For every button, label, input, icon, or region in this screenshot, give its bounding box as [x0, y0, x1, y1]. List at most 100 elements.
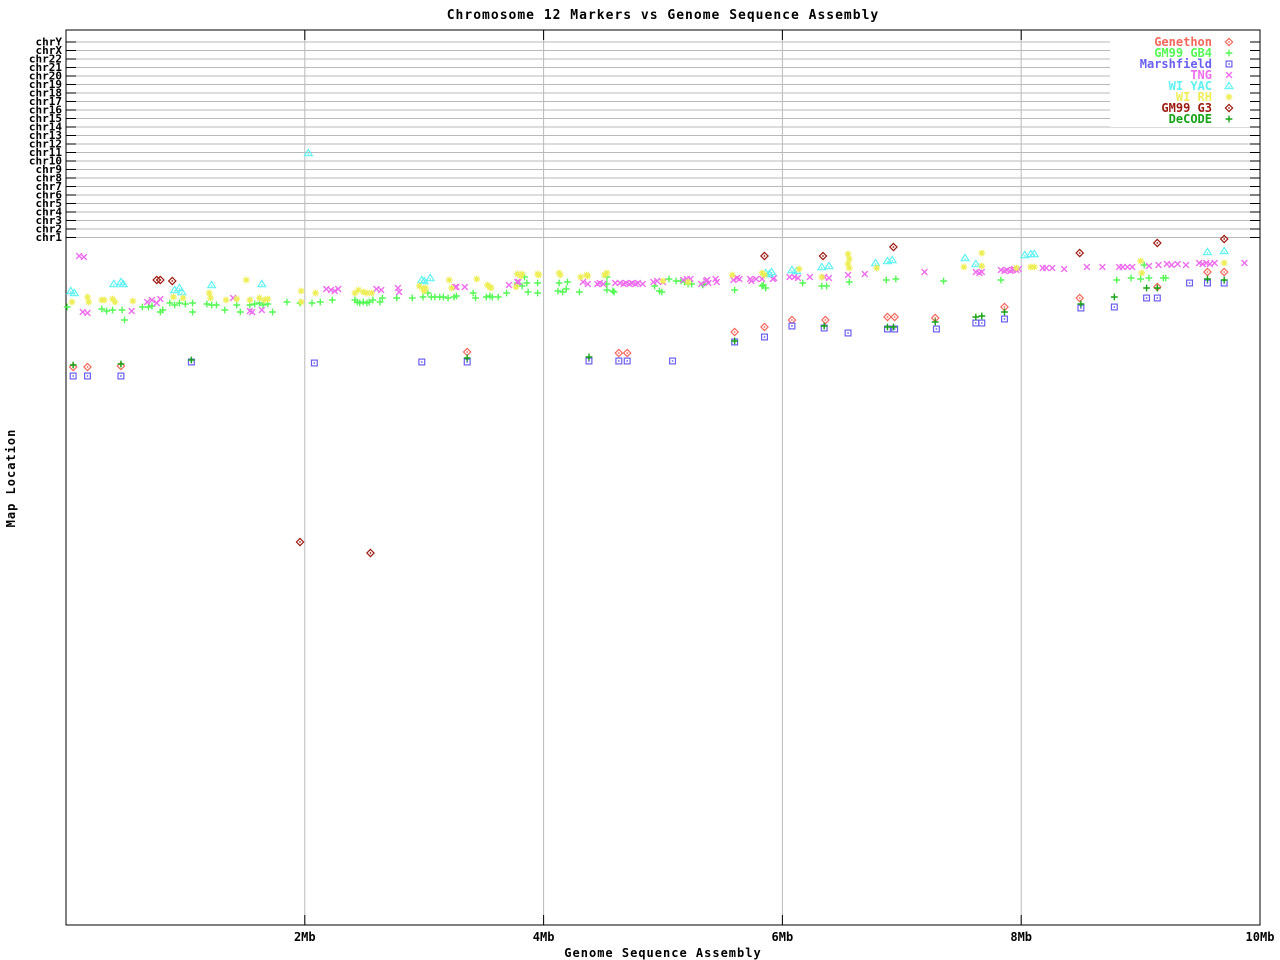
data-point-asterisk: [584, 272, 592, 280]
data-point-asterisk: [100, 296, 108, 304]
data-point-plus: [603, 286, 611, 294]
data-point-plus: [972, 313, 980, 321]
data-point-dot: [122, 284, 125, 286]
data-point-dot: [1033, 254, 1036, 256]
data-point-triangle: [118, 279, 129, 288]
data-point-plus: [823, 282, 830, 290]
data-point-diamond: [1224, 37, 1234, 47]
data-point-cross: [453, 283, 460, 291]
data-point-triangle: [1219, 246, 1230, 255]
data-point-dot: [893, 316, 896, 318]
data-point-plus: [1127, 274, 1135, 282]
data-point-plus: [554, 287, 562, 295]
data-point-dot: [893, 328, 896, 330]
data-point-dot: [617, 352, 620, 354]
data-point-asterisk: [487, 284, 495, 292]
data-point-cross: [331, 287, 339, 295]
data-point-square: [788, 322, 796, 330]
data-point-diamond: [1219, 234, 1229, 244]
data-point-dot: [791, 319, 793, 321]
data-point-plus: [799, 279, 807, 287]
data-point-asterisk: [1220, 259, 1228, 267]
data-point-asterisk: [960, 263, 968, 271]
data-point-dot: [299, 541, 301, 543]
data-point-cross: [128, 307, 136, 315]
data-point-asterisk: [556, 271, 564, 279]
data-point-cross: [639, 280, 647, 288]
data-point-plus: [221, 306, 229, 314]
y-tick-label: chr7: [36, 180, 63, 193]
data-point-triangle: [108, 279, 119, 288]
data-point-plus: [419, 293, 427, 301]
data-point-asterisk: [246, 296, 254, 304]
data-point-plus: [524, 288, 532, 296]
data-point-dot: [733, 331, 736, 333]
data-point-plus: [1001, 308, 1008, 316]
data-point-dot: [886, 316, 889, 318]
data-point-cross: [806, 273, 814, 281]
data-point-dot: [763, 336, 766, 338]
data-point-dot: [763, 326, 766, 328]
data-point-plus: [1113, 276, 1121, 284]
data-point-triangle: [816, 262, 827, 271]
data-point-asterisk: [1013, 264, 1020, 272]
data-point-cross: [156, 295, 164, 303]
y-tick-label: chr8: [36, 172, 63, 185]
data-point-asterisk: [421, 284, 429, 292]
data-point-dot: [828, 266, 830, 268]
data-point-dot: [824, 319, 827, 321]
data-point-dot: [1223, 251, 1226, 253]
data-point-asterisk: [535, 271, 543, 279]
data-point-triangle: [970, 259, 981, 268]
data-point-plus: [69, 361, 77, 369]
data-point-dot: [1003, 306, 1006, 308]
data-point-plus: [559, 288, 567, 296]
data-point-asterisk: [844, 250, 852, 258]
data-point-asterisk: [448, 284, 456, 292]
data-point-asterisk: [205, 289, 213, 297]
data-point-asterisk: [1138, 269, 1146, 277]
data-point-cross: [736, 275, 743, 283]
data-point-plus: [603, 280, 611, 288]
data-point-dot: [260, 284, 263, 286]
data-point-cross: [1182, 261, 1190, 269]
data-point-cross: [461, 283, 469, 291]
data-point-plus: [121, 316, 128, 324]
data-point-plus: [731, 286, 739, 294]
data-point-dot: [1078, 297, 1081, 299]
data-point-triangle: [786, 265, 797, 274]
data-point-dot: [112, 284, 115, 286]
legend-label: TNG: [1190, 68, 1212, 82]
data-point-triangle: [69, 288, 80, 297]
data-point-asterisk: [129, 297, 137, 305]
data-point-cross: [80, 253, 88, 261]
data-point-triangle: [416, 275, 427, 284]
data-point-dot: [307, 153, 310, 155]
data-point-plus: [488, 293, 496, 301]
data-point-dot: [1228, 107, 1230, 109]
data-point-dot: [466, 361, 469, 363]
data-point-asterisk: [659, 277, 667, 285]
data-point-cross: [599, 280, 607, 288]
data-point-plus: [171, 301, 179, 309]
data-point-diamond: [83, 362, 92, 372]
data-point-dot: [1228, 41, 1230, 43]
legend-label: GM99 GB4: [1154, 46, 1212, 60]
data-point-plus: [882, 276, 890, 284]
data-point-asterisk: [577, 273, 585, 281]
data-point-square: [978, 319, 986, 327]
legend-label: Marshfield: [1140, 57, 1212, 71]
data-point-asterisk: [207, 294, 214, 302]
y-tick-label: chr6: [36, 189, 63, 202]
data-point-dot: [1228, 86, 1230, 88]
data-point-cross: [1168, 261, 1176, 269]
data-point-dot: [178, 288, 181, 290]
data-point-cross: [1128, 263, 1136, 271]
data-point-plus: [758, 282, 766, 290]
data-point-diamond: [295, 537, 305, 547]
data-point-plus: [564, 278, 571, 286]
data-point-asterisk: [844, 260, 852, 268]
data-point-plus: [251, 300, 259, 308]
data-point-cross: [825, 274, 833, 282]
